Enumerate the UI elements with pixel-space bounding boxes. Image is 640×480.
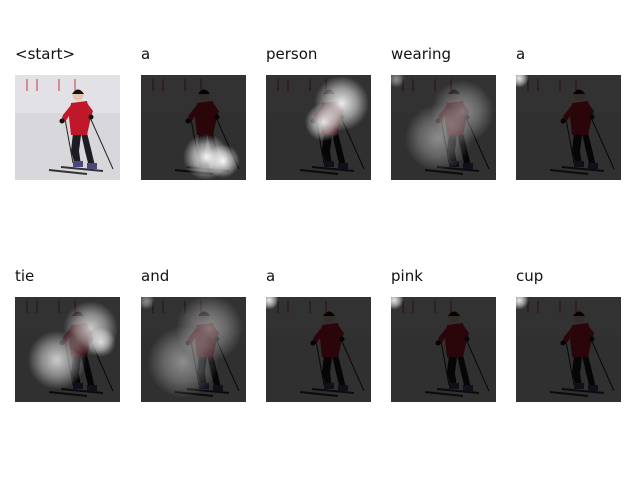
attention-blob <box>147 326 219 398</box>
original-image <box>15 75 120 180</box>
attention-blob <box>516 297 529 310</box>
caption-word: cup <box>516 267 544 285</box>
attention-map <box>516 297 621 402</box>
attention-map <box>391 297 496 402</box>
attention-blob <box>404 104 472 172</box>
caption-word: person <box>266 45 318 63</box>
attention-map <box>391 75 496 180</box>
attention-map <box>516 75 621 180</box>
attention-map <box>15 297 120 402</box>
attention-map <box>266 297 371 402</box>
caption-word: and <box>141 267 170 285</box>
attention-map <box>141 297 246 402</box>
attention-blob <box>304 103 343 142</box>
attention-blob <box>206 144 240 178</box>
caption-word: pink <box>391 267 423 285</box>
caption-word: a <box>141 45 151 63</box>
attention-map <box>141 75 246 180</box>
attention-blob <box>86 327 116 357</box>
attention-blob <box>391 75 405 88</box>
attention-blob <box>516 75 529 88</box>
caption-word: a <box>266 267 276 285</box>
caption-word: a <box>516 45 526 63</box>
attention-blob <box>141 297 155 310</box>
caption-word: <start> <box>15 45 76 63</box>
attention-blob <box>27 330 87 390</box>
caption-word: tie <box>15 267 35 285</box>
attention-blob <box>391 297 404 310</box>
attention-blob <box>266 297 279 310</box>
caption-word: wearing <box>391 45 452 63</box>
attention-map <box>266 75 371 180</box>
